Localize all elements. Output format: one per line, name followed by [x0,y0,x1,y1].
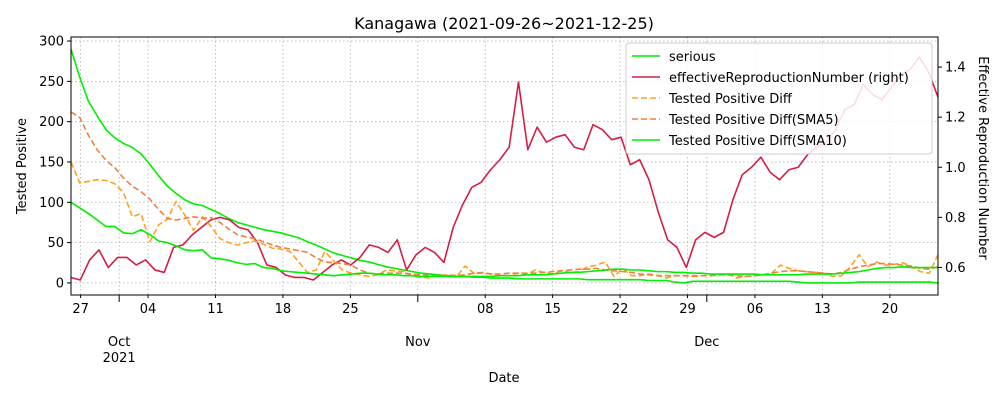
x-minor-tick-label: 13 [814,302,831,317]
x-minor-tick-label: 22 [612,302,629,317]
legend-box [625,42,933,155]
legend-label: serious [669,50,716,65]
x-major-tick-label: Oct [108,335,130,350]
x-major-tick-label: Nov [405,335,431,350]
x-minor-tick-label: 29 [679,302,696,317]
legend: serious effectiveReproductionNumber (righ… [625,42,933,155]
x-minor-tick-label: 27 [72,302,89,317]
left-tick-label: 300 [39,35,64,50]
x-minor-tick-label: 18 [275,302,292,317]
right-tick-label: 1.4 [945,61,966,76]
x-minor-tick-label: 04 [140,302,157,317]
x-major-tick-sublabel: 2021 [103,351,136,366]
right-tick-label: 0.6 [945,261,966,276]
right-tick-label: 1.0 [945,161,966,176]
right-tick-label: 0.8 [945,211,966,226]
legend-label: Tested Positive Diff [668,92,793,107]
left-tick-label: 200 [39,115,64,130]
left-tick-label: 50 [47,236,64,251]
x-minor-tick-label: 15 [544,302,561,317]
x-minor-tick-label: 20 [882,302,899,317]
x-minor-tick-label: 11 [207,302,224,317]
chart-title: Kanagawa (2021-09-26~2021-12-25) [354,14,654,33]
series-line-1 [70,48,939,284]
x-minor-tick-label: 08 [477,302,494,317]
plot-frame [70,36,939,296]
x-minor-tick-label: 06 [747,302,764,317]
x-minor-tick-label: 25 [342,302,359,317]
grid [71,37,938,295]
series-line-2 [70,56,939,281]
right-axis-label: Effective Reproduction Number [975,56,990,260]
legend-label: Tested Positive Diff(SMA10) [668,134,847,149]
legend-label: Tested Positive Diff(SMA5) [668,113,839,128]
series-line-5 [70,201,938,278]
plot-lines [70,48,939,284]
right-tick-label: 1.2 [945,111,966,126]
right-axis: 0.6 0.8 1.0 1.2 1.4 [938,61,966,276]
left-axis: 0 50 100 150 200 250 300 [39,35,71,291]
x-axis-label: Date [488,371,519,386]
x-major-tick-label: Dec [694,335,719,350]
legend-label: effectiveReproductionNumber (right) [669,71,909,86]
left-tick-label: 250 [39,75,64,90]
series-line-4 [70,111,939,278]
left-tick-label: 0 [56,276,64,291]
left-tick-label: 150 [39,155,64,170]
left-axis-label: Tested Positive [15,118,30,215]
left-tick-label: 100 [39,196,64,211]
